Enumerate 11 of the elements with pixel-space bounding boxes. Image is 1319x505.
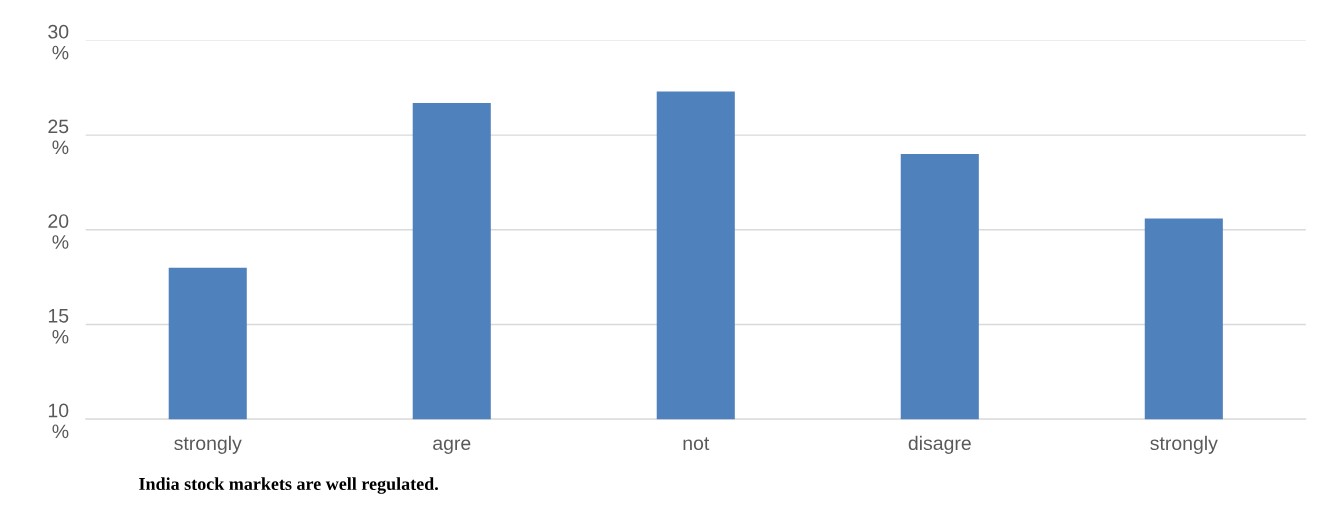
x-tick-label: strongly bbox=[1150, 435, 1218, 454]
x-tick-label: strongly bbox=[174, 435, 242, 454]
y-tick-label: 20 % bbox=[48, 214, 69, 249]
text: India stock markets are well regulated. bbox=[139, 477, 438, 494]
y-tick-label: 15 % bbox=[48, 309, 69, 344]
x-tick-label: agre bbox=[433, 439, 471, 454]
x-tick-label: disagre bbox=[908, 435, 971, 454]
x-tick-label: not bbox=[683, 437, 710, 451]
y-tick-label: 10 % bbox=[48, 403, 69, 439]
y-tick-label: 30 % bbox=[48, 24, 69, 60]
y-tick-label: 25 % bbox=[48, 119, 69, 155]
